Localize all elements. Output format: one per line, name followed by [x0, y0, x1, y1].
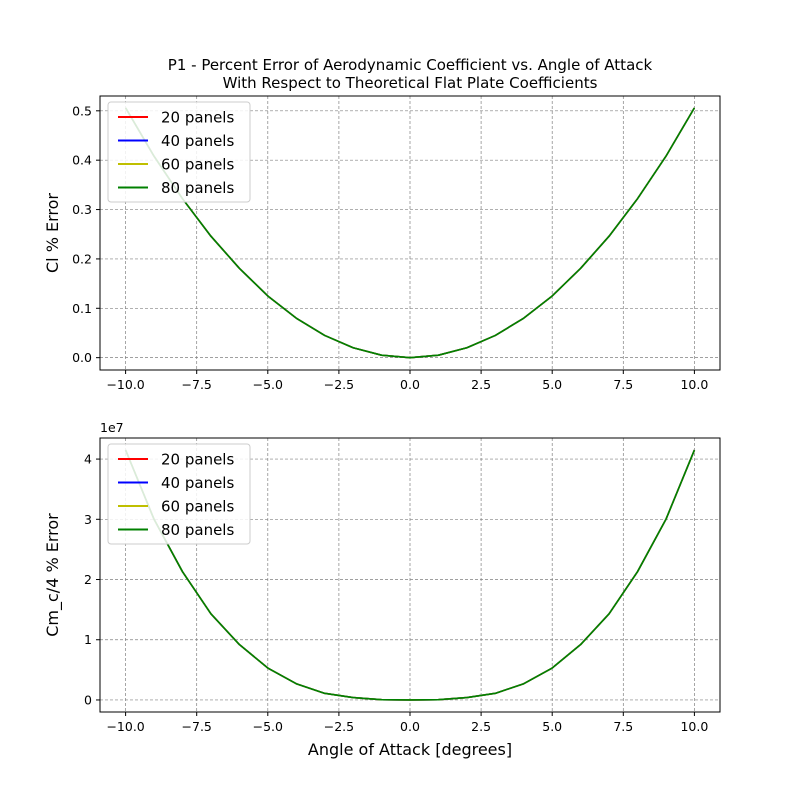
- bottom-xtick-label-3: −2.5: [324, 719, 354, 734]
- top-legend-label-2: 60 panels: [161, 156, 234, 174]
- bottom-legend-box: [107, 443, 251, 545]
- top-y-axis-label: Cl % Error: [43, 193, 62, 273]
- bottom-ytick-label-3: 3: [84, 512, 92, 527]
- top-xtick-label-0: −10.0: [106, 377, 144, 392]
- top-ytick-label-3: 0.3: [72, 202, 92, 217]
- top-ytick-label-0: 0.0: [72, 350, 92, 365]
- top-xtick-label-2: −5.0: [253, 377, 283, 392]
- top-xtick-label-8: 10.0: [680, 377, 708, 392]
- top-series-line-3: [124, 107, 696, 359]
- bottom-xtick-label-0: −10.0: [106, 719, 144, 734]
- top-legend-box: [107, 101, 251, 203]
- bottom-xtick-label-5: 2.5: [471, 719, 491, 734]
- top-xtick-label-6: 5.0: [542, 377, 562, 392]
- bottom-xtick-label-2: −5.0: [253, 719, 283, 734]
- bottom-xtick-label-4: 0.0: [400, 719, 420, 734]
- top-ytick-label-2: 0.2: [72, 251, 92, 266]
- bottom-legend-label-2: 60 panels: [161, 498, 234, 516]
- bottom-ytick-label-0: 0: [84, 692, 92, 707]
- top-ytick-label-4: 0.4: [72, 153, 92, 168]
- top-xtick-label-5: 2.5: [471, 377, 491, 392]
- top-legend-label-3: 80 panels: [161, 179, 234, 197]
- bottom-ytick-label-2: 2: [84, 572, 92, 587]
- top-ytick-label-5: 0.5: [72, 103, 92, 118]
- figure-title-line2: With Respect to Theoretical Flat Plate C…: [223, 74, 598, 92]
- bottom-axis-offset-text: 1e7: [100, 420, 124, 435]
- top-xtick-label-3: −2.5: [324, 377, 354, 392]
- bottom-legend-label-1: 40 panels: [161, 474, 234, 492]
- top-ytick-label-1: 0.1: [72, 301, 92, 316]
- bottom-y-axis-label: Cm_c/4 % Error: [43, 513, 63, 637]
- figure-title-line1: P1 - Percent Error of Aerodynamic Coeffi…: [168, 56, 653, 74]
- bottom-xtick-label-6: 5.0: [542, 719, 562, 734]
- top-legend-label-1: 40 panels: [161, 132, 234, 150]
- bottom-legend-label-0: 20 panels: [161, 451, 234, 469]
- bottom-ytick-label-4: 4: [84, 452, 92, 467]
- bottom-xtick-label-1: −7.5: [182, 719, 212, 734]
- bottom-legend-label-3: 80 panels: [161, 521, 234, 539]
- bottom-x-axis-label: Angle of Attack [degrees]: [308, 740, 512, 759]
- bottom-chart-cm-error: −10.0 −7.5 −5.0 −2.5 0.0 2.5 5.0 7.5 10.0 0 1 2 3 4 1e…: [43, 420, 721, 759]
- top-chart-cl-error: −10.0 −7.5 −5.0 −2.5 0.0 2.5 5.0 7.5 10.0 0.0 0.1 0…: [43, 95, 721, 392]
- top-xtick-label-1: −7.5: [182, 377, 212, 392]
- top-xtick-label-7: 7.5: [613, 377, 633, 392]
- bottom-ytick-label-1: 1: [84, 632, 92, 647]
- bottom-xtick-label-7: 7.5: [613, 719, 633, 734]
- bottom-xtick-label-8: 10.0: [680, 719, 708, 734]
- top-xtick-label-4: 0.0: [400, 377, 420, 392]
- bottom-series-line-3: [124, 449, 696, 701]
- top-legend-label-0: 20 panels: [161, 109, 234, 127]
